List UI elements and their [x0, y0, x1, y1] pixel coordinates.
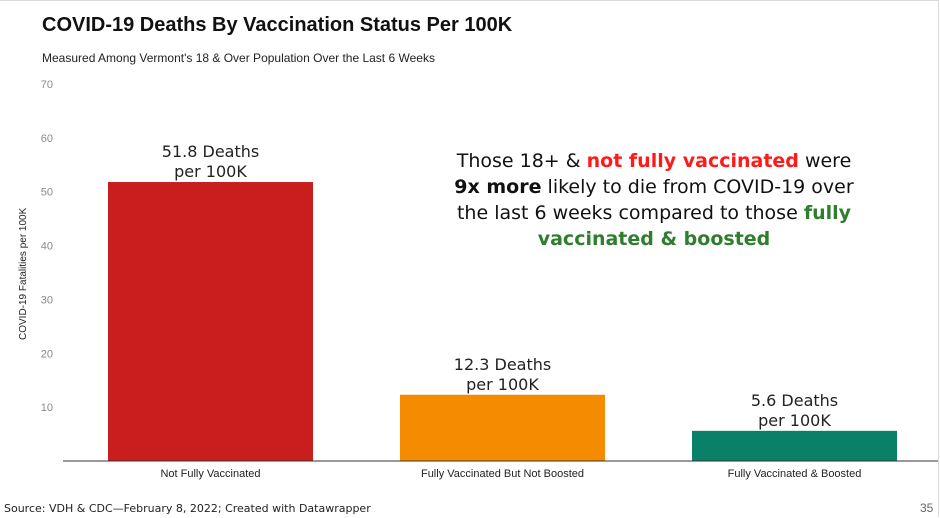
callout-highlight-red: not fully vaccinated	[586, 150, 799, 172]
callout-text: the last 6 weeks compared to those	[456, 202, 804, 224]
callout-line-4: vaccinated & boosted	[398, 226, 910, 252]
category-label: Fully Vaccinated But Not Boosted	[421, 468, 584, 480]
y-tick-label: 60	[41, 133, 53, 145]
callout-line-2: 9x more likely to die from COVID-19 over	[398, 174, 910, 200]
category-label: Fully Vaccinated & Boosted	[728, 468, 862, 480]
data-label: 5.6 Deaths	[751, 391, 838, 410]
callout-text: likely to die from COVID-19 over	[541, 176, 854, 198]
callout-text: were	[798, 150, 852, 172]
callout-highlight-green: fully	[803, 202, 852, 224]
y-tick-label: 40	[41, 241, 53, 253]
category-labels: Not Fully Vaccinated Fully Vaccinated But…	[160, 468, 861, 480]
bar	[692, 430, 897, 461]
category-label: Not Fully Vaccinated	[160, 468, 260, 480]
bar	[108, 182, 313, 461]
chart-title: COVID-19 Deaths By Vaccination Status Pe…	[42, 14, 513, 36]
callout-highlight-green: vaccinated & boosted	[537, 228, 771, 250]
callout-annotation: Those 18+ & not fully vaccinated were 9x…	[398, 148, 910, 252]
callout-text: Those 18+ &	[456, 150, 587, 172]
y-tick-label: 70	[41, 79, 53, 91]
callout-highlight-bold: 9x more	[454, 176, 542, 198]
data-label: per 100K	[174, 162, 247, 181]
y-tick-label: 10	[41, 402, 53, 414]
source-note: Source: VDH & CDC—February 8, 2022; Crea…	[4, 502, 371, 515]
y-axis-label: COVID-19 Fatalities per 100K	[18, 207, 29, 340]
chart-subtitle: Measured Among Vermont's 18 & Over Popul…	[42, 51, 435, 65]
bar	[400, 394, 605, 461]
bars	[108, 182, 897, 461]
callout-line-3: the last 6 weeks compared to those fully	[398, 200, 910, 226]
data-label: per 100K	[466, 375, 539, 394]
data-label: per 100K	[758, 411, 831, 430]
y-axis-ticks: 10 20 30 40 50 60 70	[41, 79, 53, 414]
y-tick-label: 50	[41, 187, 53, 199]
y-tick-label: 30	[41, 294, 53, 306]
data-label: 51.8 Deaths	[162, 142, 259, 161]
callout-line-1: Those 18+ & not fully vaccinated were	[398, 148, 910, 174]
y-tick-label: 20	[41, 348, 53, 360]
data-label: 12.3 Deaths	[454, 355, 551, 374]
page-number: 35	[920, 501, 934, 515]
